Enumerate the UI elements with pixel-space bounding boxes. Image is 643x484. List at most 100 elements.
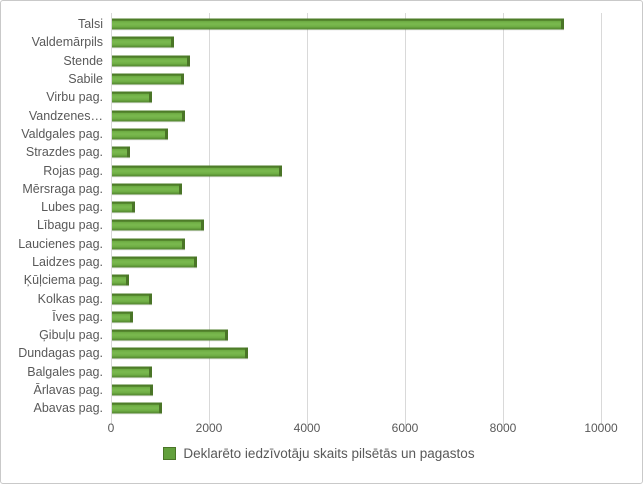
category-label: Ārlavas pag. bbox=[33, 383, 103, 398]
bar-track bbox=[111, 381, 601, 399]
chart-row: Ķūļciema pag. bbox=[9, 271, 642, 289]
chart-row: Talsi bbox=[9, 15, 642, 33]
x-tick-label: 6000 bbox=[391, 420, 419, 435]
chart-row: Laucienes pag. bbox=[9, 235, 642, 253]
x-tick-label: 2000 bbox=[195, 420, 223, 435]
x-tick-label: 0 bbox=[107, 420, 115, 435]
bar bbox=[112, 311, 134, 323]
category-label: Stende bbox=[63, 53, 103, 68]
bar bbox=[112, 36, 174, 48]
x-tick-label: 4000 bbox=[293, 420, 321, 435]
bar-track bbox=[111, 125, 601, 143]
x-axis: 0 2000 4000 6000 8000 10000 bbox=[107, 420, 618, 439]
chart-row: Ārlavas pag. bbox=[9, 381, 642, 399]
x-tick-label: 10000 bbox=[584, 420, 618, 435]
bar bbox=[112, 384, 153, 396]
bar bbox=[112, 274, 130, 286]
bar-track bbox=[111, 363, 601, 381]
chart-row: Strazdes pag. bbox=[9, 143, 642, 161]
bar-track bbox=[111, 88, 601, 106]
category-label: Sabile bbox=[68, 72, 103, 87]
bar bbox=[112, 183, 183, 195]
bar-track bbox=[111, 326, 601, 344]
bar bbox=[112, 293, 153, 305]
chart-row: Lībagu pag. bbox=[9, 216, 642, 234]
category-label: Strazdes pag. bbox=[25, 145, 103, 160]
category-label: Dundagas pag. bbox=[18, 346, 103, 361]
bar-track bbox=[111, 15, 601, 33]
bar-track bbox=[111, 70, 601, 88]
category-label: Valdgales pag. bbox=[21, 126, 103, 141]
plot-area: Talsi Valdemārpils Stende Sabile Virbu pag. V… bbox=[9, 13, 642, 425]
category-label: Mērsraga pag. bbox=[22, 181, 103, 196]
bar bbox=[112, 146, 131, 158]
bar bbox=[112, 73, 185, 85]
bar-track bbox=[111, 106, 601, 124]
bar bbox=[112, 201, 136, 213]
category-label: Ģibuļu pag. bbox=[39, 328, 103, 343]
bar bbox=[112, 402, 163, 414]
bar bbox=[112, 91, 153, 103]
bar bbox=[112, 238, 186, 250]
chart-row: Īves pag. bbox=[9, 308, 642, 326]
bar-track bbox=[111, 180, 601, 198]
bar-track bbox=[111, 33, 601, 51]
chart-row: Dundagas pag. bbox=[9, 344, 642, 362]
legend-marker-icon bbox=[163, 446, 177, 460]
bar-track bbox=[111, 216, 601, 234]
bar bbox=[112, 165, 282, 177]
bar-track bbox=[111, 52, 601, 70]
chart-row: Lubes pag. bbox=[9, 198, 642, 216]
chart-row: Kolkas pag. bbox=[9, 289, 642, 307]
category-label: Īves pag. bbox=[52, 309, 103, 324]
legend-label: Deklarēto iedzīvotāju skaits pilsētās un… bbox=[183, 445, 475, 461]
category-label: Rojas pag. bbox=[43, 163, 103, 178]
legend: Deklarēto iedzīvotāju skaits pilsētās un… bbox=[9, 446, 629, 461]
chart-row: Laidzes pag. bbox=[9, 253, 642, 271]
bar bbox=[112, 347, 248, 359]
bar-track bbox=[111, 308, 601, 326]
bar bbox=[112, 128, 168, 140]
bar bbox=[112, 110, 186, 122]
chart-row: Balgales pag. bbox=[9, 363, 642, 381]
bar bbox=[112, 329, 229, 341]
category-label: Vandzenes… bbox=[28, 108, 103, 123]
chart-row: Ģibuļu pag. bbox=[9, 326, 642, 344]
category-label: Virbu pag. bbox=[46, 90, 103, 105]
chart-row: Abavas pag. bbox=[9, 399, 642, 417]
bar bbox=[112, 219, 205, 231]
chart-row: Sabile bbox=[9, 70, 642, 88]
bar-track bbox=[111, 399, 601, 417]
chart-row: Valdgales pag. bbox=[9, 125, 642, 143]
bar-track bbox=[111, 289, 601, 307]
bar bbox=[112, 366, 153, 378]
category-label: Abavas pag. bbox=[33, 401, 104, 416]
category-label: Laidzes pag. bbox=[32, 255, 103, 269]
bar-track bbox=[111, 235, 601, 253]
bar-track bbox=[111, 253, 601, 271]
chart-row: Virbu pag. bbox=[9, 88, 642, 106]
chart-row: Mērsraga pag. bbox=[9, 180, 642, 198]
bar-track bbox=[111, 344, 601, 362]
category-label: Lubes pag. bbox=[41, 200, 103, 215]
category-label: Laucienes pag. bbox=[18, 236, 103, 251]
x-tick-label: 8000 bbox=[489, 420, 517, 435]
bar-track bbox=[111, 161, 601, 179]
chart-rows: Talsi Valdemārpils Stende Sabile Virbu pag. V… bbox=[9, 15, 642, 418]
chart-row: Valdemārpils bbox=[9, 33, 642, 51]
category-label: Kolkas pag. bbox=[37, 291, 103, 306]
category-label: Lībagu pag. bbox=[36, 218, 103, 233]
category-label: Balgales pag. bbox=[27, 364, 103, 379]
category-label: Valdemārpils bbox=[31, 35, 103, 50]
bar-track bbox=[111, 198, 601, 216]
category-label: Talsi bbox=[77, 17, 103, 32]
chart-row: Rojas pag. bbox=[9, 161, 642, 179]
bar bbox=[112, 256, 197, 268]
bar-track bbox=[111, 143, 601, 161]
category-label: Ķūļciema pag. bbox=[23, 273, 103, 288]
bar bbox=[112, 55, 190, 67]
bar bbox=[112, 18, 564, 30]
chart-row: Vandzenes… bbox=[9, 106, 642, 124]
chart-row: Stende bbox=[9, 52, 642, 70]
